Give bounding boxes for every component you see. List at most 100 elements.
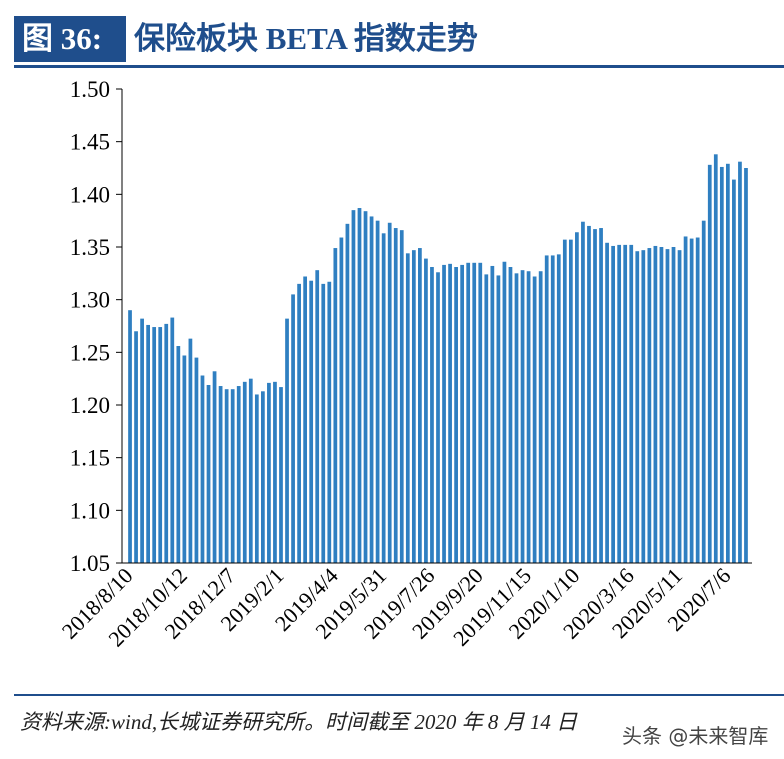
bar <box>170 317 175 563</box>
y-tick-label: 1.15 <box>70 446 110 471</box>
bar <box>333 248 338 564</box>
bar <box>647 248 652 564</box>
bar <box>514 273 519 563</box>
bar <box>701 220 706 564</box>
bar <box>671 247 676 563</box>
figure-label: 图 36: <box>14 16 126 62</box>
bar <box>351 210 356 563</box>
bar <box>399 230 404 563</box>
bar <box>744 168 748 563</box>
bar <box>430 267 434 563</box>
bar <box>315 270 320 563</box>
bar <box>194 357 199 563</box>
bar <box>369 216 374 563</box>
bar <box>599 228 603 564</box>
bar <box>617 244 622 563</box>
bar <box>581 221 585 563</box>
y-axis-ticks: 1.05 1.10 1.15 1.20 1.25 1.30 1.35 1.40 1.45 1.50 <box>70 77 122 576</box>
bar <box>200 375 205 563</box>
bar <box>436 272 440 563</box>
bar <box>418 248 422 564</box>
bar <box>575 232 579 563</box>
y-tick-label: 1.05 <box>70 551 110 576</box>
bar <box>556 254 561 563</box>
bar <box>164 323 169 563</box>
figure-title: 保险板块 BETA 指数走势 <box>134 21 478 56</box>
bar <box>176 346 181 563</box>
bar <box>629 244 634 563</box>
bar <box>393 228 398 564</box>
bar <box>653 245 658 563</box>
bar <box>387 222 392 563</box>
bar <box>472 262 477 563</box>
bar <box>206 384 211 563</box>
bar <box>738 161 742 563</box>
bar <box>230 389 235 563</box>
bar <box>267 382 271 563</box>
bar-series <box>128 154 748 564</box>
bar <box>707 164 712 563</box>
bar <box>532 276 537 563</box>
bar <box>725 163 730 563</box>
bar <box>254 394 259 563</box>
y-tick-label: 1.50 <box>70 77 110 102</box>
bar <box>363 211 368 563</box>
watermark: 头条 @未来智库 <box>619 720 772 749</box>
bar <box>484 274 489 563</box>
bar <box>309 280 314 563</box>
bar <box>291 294 295 563</box>
bar <box>683 236 688 563</box>
bar <box>502 261 507 563</box>
bar <box>677 250 682 563</box>
bar <box>490 265 495 563</box>
bar <box>128 310 132 563</box>
bar <box>562 239 567 563</box>
figure-header: 图 36: 保险板块 BETA 指数走势 <box>0 0 784 72</box>
bar <box>134 331 138 563</box>
bar <box>411 250 416 563</box>
bar <box>593 229 597 563</box>
source-note: 资料来源:wind,长城证券研究所。时间截至 2020 年 8 月 14 日 <box>20 710 578 734</box>
y-tick-label: 1.40 <box>70 182 110 207</box>
footer-divider <box>14 694 784 696</box>
bar <box>188 338 193 563</box>
bar <box>279 387 283 563</box>
bar <box>665 249 670 564</box>
bar <box>538 271 543 563</box>
bar <box>327 281 332 563</box>
bar <box>689 238 694 563</box>
bar <box>550 255 555 563</box>
y-tick-label: 1.25 <box>70 340 110 365</box>
bar <box>732 179 736 563</box>
bar <box>158 327 163 563</box>
bar <box>303 276 308 563</box>
bar <box>212 371 217 563</box>
bar <box>285 318 289 563</box>
bar <box>345 223 350 563</box>
bar <box>520 270 525 563</box>
y-tick-label: 1.30 <box>70 288 110 313</box>
bar <box>460 264 465 563</box>
bar <box>236 386 241 563</box>
bar <box>261 391 265 563</box>
bar <box>375 220 380 564</box>
bar <box>273 381 277 563</box>
beta-bar-chart: 1.05 1.10 1.15 1.20 1.25 1.30 1.35 1.40 1.45 1.50… <box>57 77 752 651</box>
bar <box>405 253 410 563</box>
bar <box>242 381 247 563</box>
bar <box>526 271 531 563</box>
bar <box>182 355 187 563</box>
bar <box>496 275 501 563</box>
bar <box>659 247 664 563</box>
bar <box>713 154 718 563</box>
bar <box>508 267 513 563</box>
bar <box>442 264 446 563</box>
bar <box>424 258 428 563</box>
bar <box>152 327 157 563</box>
bar <box>454 267 458 563</box>
header-divider <box>14 65 784 68</box>
bar <box>605 242 609 564</box>
bar <box>635 251 640 563</box>
bar <box>321 283 326 563</box>
bar <box>224 389 229 563</box>
